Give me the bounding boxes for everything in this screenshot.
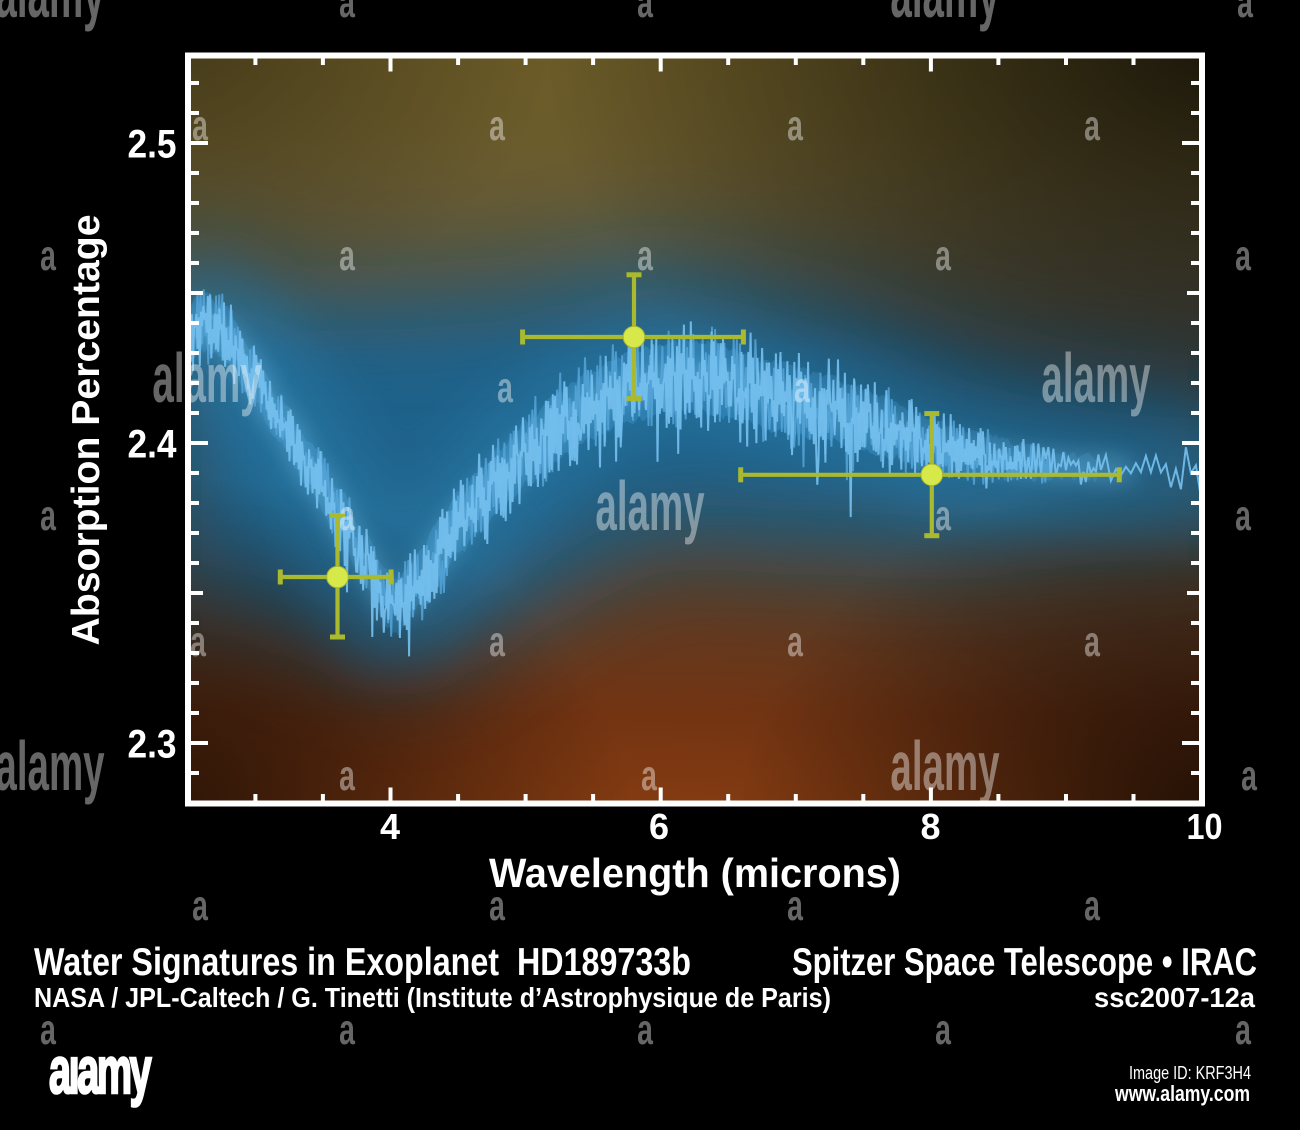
svg-text:a: a [339, 0, 355, 26]
svg-text:a: a [40, 231, 56, 279]
svg-text:a: a [192, 881, 208, 929]
svg-text:2.4: 2.4 [128, 423, 178, 467]
svg-text:a: a [935, 491, 951, 539]
svg-text:a: a [641, 751, 657, 799]
svg-text:alamy: alamy [152, 339, 262, 417]
svg-text:alamy: alamy [890, 0, 1000, 32]
svg-text:Absorption Percentage: Absorption Percentage [65, 215, 108, 646]
svg-text:a: a [787, 617, 803, 665]
svg-text:a: a [339, 231, 355, 279]
svg-text:NASA / JPL-Caltech / G. Tinett: NASA / JPL-Caltech / G. Tinetti (Institu… [34, 982, 831, 1013]
svg-text:a: a [935, 231, 951, 279]
svg-text:a: a [1084, 881, 1100, 929]
svg-text:a: a [40, 1005, 56, 1053]
svg-text:a: a [1237, 0, 1253, 26]
svg-text:alamy: alamy [595, 467, 705, 545]
svg-text:4: 4 [380, 806, 400, 847]
svg-text:www.alamy.com: www.alamy.com [1114, 1081, 1250, 1106]
svg-text:a: a [497, 363, 513, 411]
svg-text:2.5: 2.5 [128, 123, 177, 167]
svg-text:Water Signatures in Exoplanet: Water Signatures in Exoplanet HD189733b [34, 941, 691, 984]
svg-text:a: a [339, 491, 355, 539]
svg-text:alamy: alamy [1041, 339, 1151, 417]
svg-text:a: a [637, 231, 653, 279]
svg-text:a: a [190, 617, 206, 665]
svg-text:a: a [489, 881, 505, 929]
svg-text:8: 8 [920, 806, 940, 847]
svg-text:a: a [339, 751, 355, 799]
svg-text:alamy: alamy [890, 727, 1000, 805]
svg-text:a: a [787, 101, 803, 149]
svg-text:a: a [40, 491, 56, 539]
svg-text:a: a [794, 363, 810, 411]
svg-text:a: a [489, 617, 505, 665]
svg-text:alamy: alamy [0, 0, 105, 32]
svg-text:a: a [1235, 491, 1251, 539]
svg-text:2.3: 2.3 [128, 723, 177, 767]
svg-text:a: a [192, 101, 208, 149]
svg-text:a: a [787, 881, 803, 929]
svg-text:10: 10 [1187, 806, 1223, 847]
svg-text:ssc2007-12a: ssc2007-12a [1094, 982, 1255, 1013]
svg-text:a: a [637, 1005, 653, 1053]
svg-text:Image ID: KRF3H4: Image ID: KRF3H4 [1129, 1063, 1251, 1083]
svg-text:6: 6 [649, 806, 669, 847]
svg-text:a: a [637, 0, 653, 26]
svg-text:a: a [1084, 101, 1100, 149]
svg-text:a: a [1235, 1005, 1251, 1053]
svg-text:a: a [339, 1005, 355, 1053]
svg-text:aıamy: aıamy [49, 1034, 151, 1108]
svg-text:alamy: alamy [0, 727, 105, 805]
svg-text:Wavelength (microns): Wavelength (microns) [489, 850, 901, 896]
svg-text:a: a [1235, 231, 1251, 279]
svg-text:Spitzer Space Telescope • IRAC: Spitzer Space Telescope • IRAC [792, 941, 1257, 984]
svg-text:a: a [935, 1005, 951, 1053]
svg-text:a: a [1084, 617, 1100, 665]
svg-text:a: a [1241, 751, 1257, 799]
svg-text:a: a [489, 101, 505, 149]
